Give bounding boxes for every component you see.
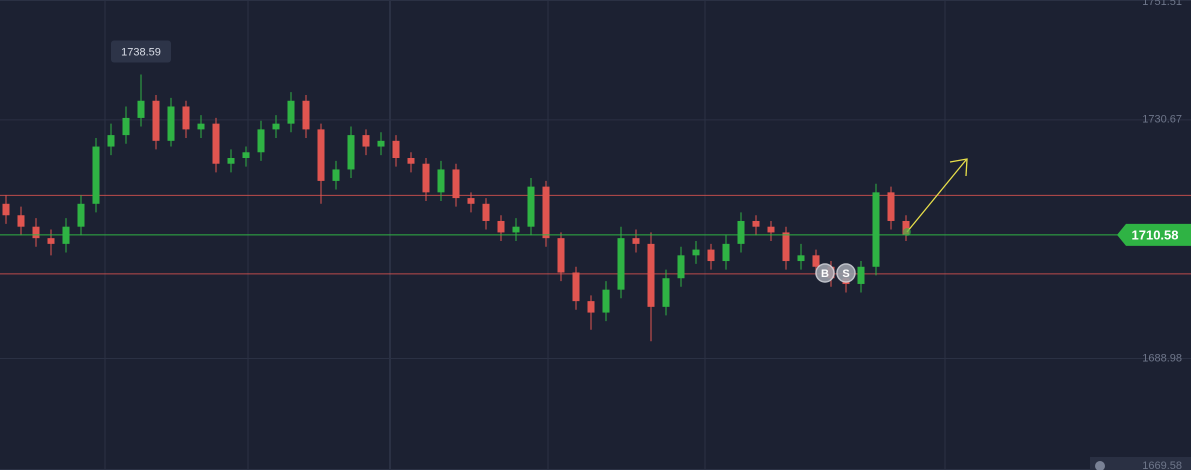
- candle-body: [92, 146, 100, 204]
- candle-body: [182, 106, 190, 130]
- trade-marker: [815, 263, 835, 283]
- candle-body: [167, 106, 175, 141]
- candle-body: [872, 192, 880, 267]
- y-tick-label: 1688.98: [1142, 352, 1182, 364]
- candle-body: [557, 238, 565, 273]
- candle-body: [797, 255, 805, 262]
- candle-body: [722, 243, 730, 262]
- candle-body: [782, 232, 790, 262]
- candle-body: [647, 243, 655, 307]
- candle-body: [497, 220, 505, 233]
- candle-body: [707, 249, 715, 262]
- overlay: 1710.58 1738.59 B S: [0, 40, 1191, 283]
- candle-body: [662, 278, 670, 307]
- trade-marker-label: B: [821, 268, 829, 280]
- candle-body: [32, 226, 40, 239]
- trend-arrow: [903, 158, 968, 236]
- candle-body: [392, 140, 400, 159]
- candle-body: [197, 123, 205, 130]
- candle-body: [152, 100, 160, 141]
- arrow-head: [949, 158, 968, 177]
- candle-body: [437, 169, 445, 193]
- candle-body: [362, 135, 370, 147]
- candle-body: [602, 289, 610, 313]
- candle-body: [737, 220, 745, 244]
- candle-body: [317, 129, 325, 181]
- candle-body: [677, 255, 685, 279]
- candle-body: [2, 203, 10, 216]
- candle-body: [347, 135, 355, 170]
- candle-body: [632, 238, 640, 244]
- candle-body: [212, 123, 220, 164]
- candle-body: [587, 301, 595, 313]
- candle-body: [287, 100, 295, 124]
- current-price-label: 1710.58: [1132, 227, 1179, 242]
- max-label: 1738.59: [121, 46, 161, 58]
- tick-label-icon: [1095, 461, 1105, 470]
- candle-body: [302, 100, 310, 130]
- tick-label-box: [1090, 457, 1191, 470]
- candle-body: [47, 238, 55, 244]
- candle-body: [512, 226, 520, 233]
- candle-body: [377, 140, 385, 147]
- candle-body: [17, 215, 25, 227]
- candle-body: [482, 203, 490, 221]
- candle-body: [137, 100, 145, 118]
- candle-body: [812, 255, 820, 267]
- candle-body: [107, 135, 115, 147]
- candle-body: [227, 158, 235, 164]
- candle-body: [272, 123, 280, 130]
- candle-body: [902, 220, 910, 235]
- candle-body: [77, 203, 85, 227]
- trade-marker-label: S: [842, 268, 849, 280]
- candle-body: [122, 117, 130, 136]
- max-label-box: [111, 40, 171, 63]
- y-tick-label: 1669.58: [1142, 460, 1182, 470]
- candle-body: [692, 249, 700, 256]
- trade-marker: [836, 263, 856, 283]
- candle-body: [242, 152, 250, 159]
- candle-body: [467, 198, 475, 204]
- candle-body: [527, 186, 535, 227]
- candle-body: [857, 266, 865, 284]
- arrow-line: [906, 159, 967, 233]
- y-tick-label: 1751.51: [1142, 0, 1182, 8]
- candle-body: [767, 226, 775, 233]
- candle-body: [407, 158, 415, 164]
- candle-body: [752, 220, 760, 227]
- y-tick-label: 1730.67: [1142, 114, 1182, 126]
- current-dot: [903, 228, 911, 236]
- candle-body: [617, 238, 625, 290]
- candle-body: [452, 169, 460, 199]
- candle-body: [887, 192, 895, 221]
- candle-body: [542, 186, 550, 239]
- levels: [0, 194, 1191, 275]
- candle-body: [422, 163, 430, 193]
- candle-body: [257, 129, 265, 153]
- current-price-box: [1117, 223, 1191, 246]
- candle-body: [572, 272, 580, 302]
- candle-body: [332, 169, 340, 181]
